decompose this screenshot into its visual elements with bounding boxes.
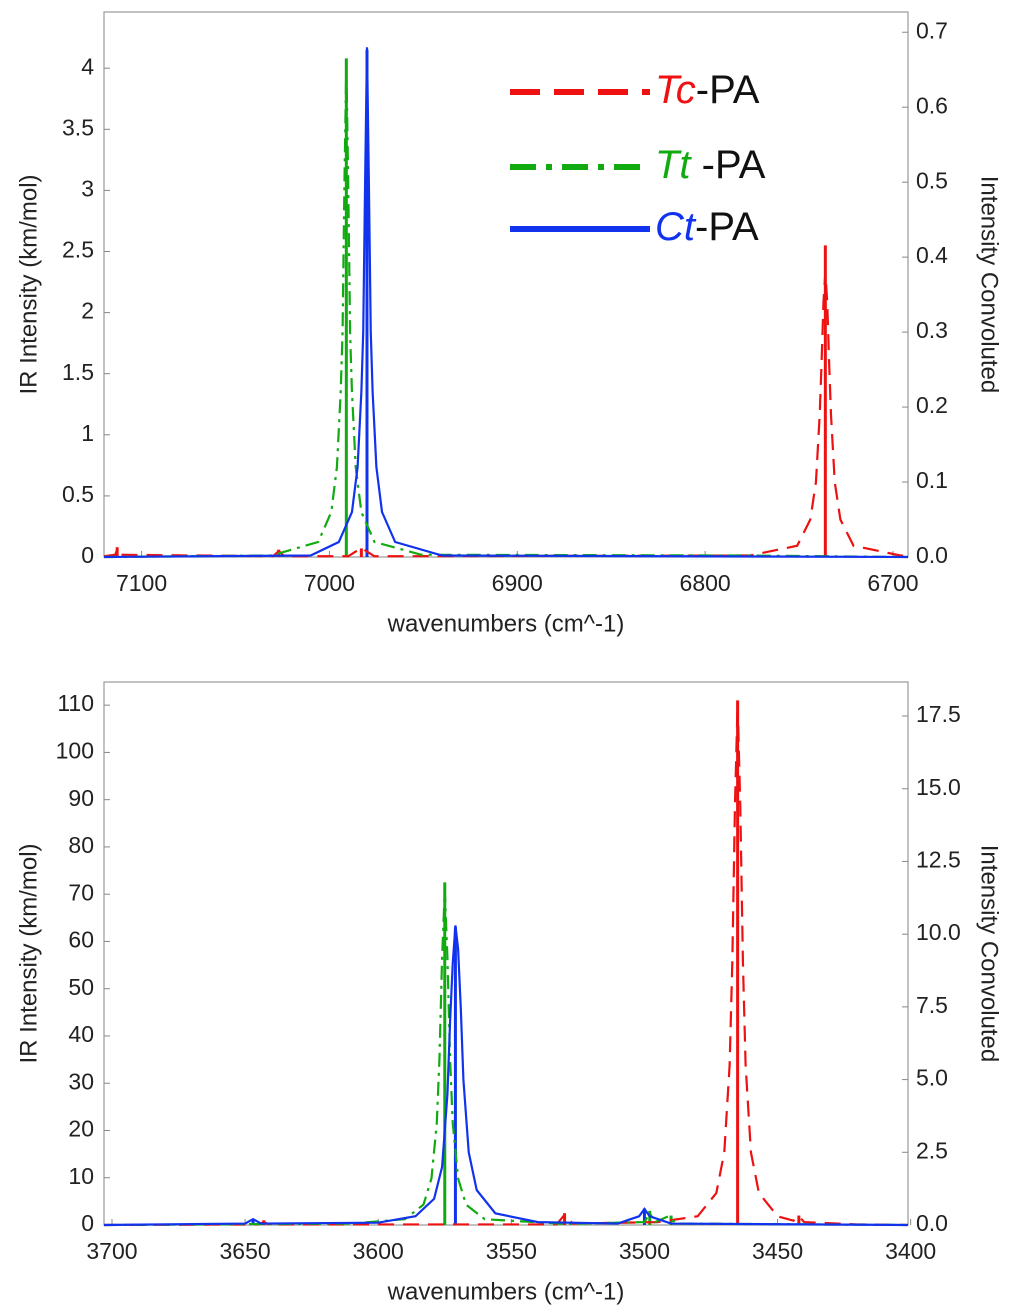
y2-tick-label: 10.0	[916, 919, 961, 945]
x-tick-label: 3500	[619, 1238, 670, 1264]
y2-axis-title: Intensity Convoluted	[976, 845, 1003, 1062]
plot-frame	[103, 681, 909, 1226]
convoluted-line	[103, 890, 909, 1227]
y-tick-label: 100	[56, 737, 94, 763]
x-tick-label: 3550	[486, 1238, 537, 1264]
y2-tick-label: 0.1	[916, 467, 948, 493]
convoluted-line	[103, 925, 909, 1227]
y-tick-label: 80	[68, 832, 94, 858]
x-tick-label: 6700	[867, 570, 918, 596]
y-tick-label: 50	[68, 974, 94, 1000]
y-tick-label: 110	[57, 690, 94, 716]
y2-tick-label: 15.0	[916, 774, 961, 800]
y-tick-label: 0.5	[62, 481, 94, 507]
y-tick-label: 1	[81, 420, 94, 446]
y2-tick-label: 0.3	[916, 317, 948, 343]
convoluted-line	[103, 272, 909, 558]
legend-label-italic: Tt	[655, 143, 702, 187]
y-tick-label: 90	[68, 785, 94, 811]
y-tick-label: 3	[81, 175, 94, 201]
y2-tick-label: 17.5	[916, 701, 961, 727]
y2-tick-label: 0.2	[916, 392, 948, 418]
convoluted-line	[103, 701, 909, 1227]
legend-label: Tt -PA	[655, 143, 766, 187]
y-tick-label: 1.5	[62, 359, 94, 385]
legend-label-italic: Tc	[655, 68, 696, 112]
plot-frame	[103, 11, 909, 558]
y-tick-label: 2.5	[62, 237, 94, 263]
y-tick-label: 3.5	[62, 114, 94, 140]
y-tick-label: 2	[81, 298, 94, 324]
y-tick-label: 60	[68, 927, 94, 953]
x-tick-label: 3400	[885, 1238, 936, 1264]
y-axis-title: IR Intensity (km/mol)	[15, 174, 42, 394]
y2-tick-label: 0.6	[916, 92, 948, 118]
y2-axis-title: Intensity Convoluted	[976, 176, 1003, 393]
y-tick-label: 0	[81, 1210, 94, 1236]
x-tick-label: 7100	[116, 570, 167, 596]
y2-tick-label: 0.0	[916, 542, 948, 568]
legend-label: Ct-PA	[655, 205, 759, 249]
y-tick-label: 30	[68, 1068, 94, 1094]
legend-label-rest: -PA	[702, 143, 766, 187]
legend-label-italic: Ct	[655, 205, 697, 249]
x-tick-label: 6900	[492, 570, 543, 596]
x-axis-title: wavenumbers (cm^-1)	[387, 1278, 625, 1305]
y-axis-title: IR Intensity (km/mol)	[15, 843, 42, 1063]
convoluted-line	[103, 47, 909, 559]
convoluted-line	[103, 62, 909, 559]
y-tick-label: 4	[81, 53, 94, 79]
y2-tick-label: 7.5	[916, 992, 948, 1018]
x-tick-label: 3600	[353, 1238, 404, 1264]
x-tick-label: 3650	[220, 1238, 271, 1264]
x-tick-label: 7000	[304, 570, 355, 596]
legend-label-rest: -PA	[696, 68, 760, 112]
y2-tick-label: 0.0	[916, 1210, 948, 1236]
x-tick-label: 6800	[680, 570, 731, 596]
y2-tick-label: 2.5	[916, 1137, 948, 1163]
y2-tick-label: 0.7	[916, 17, 948, 43]
y2-tick-label: 0.5	[916, 167, 948, 193]
y-tick-label: 70	[68, 879, 94, 905]
y-tick-label: 10	[68, 1163, 94, 1189]
y2-tick-label: 5.0	[916, 1065, 948, 1091]
y-tick-label: 40	[68, 1021, 94, 1047]
legend-label: Tc-PA	[655, 68, 760, 112]
x-tick-label: 3700	[86, 1238, 137, 1264]
legend-label-rest: -PA	[695, 205, 759, 249]
y-tick-label: 0	[81, 542, 94, 568]
y-tick-label: 20	[68, 1116, 94, 1142]
x-axis-title: wavenumbers (cm^-1)	[387, 610, 625, 637]
x-tick-label: 3450	[752, 1238, 803, 1264]
y2-tick-label: 12.5	[916, 847, 961, 873]
y2-tick-label: 0.4	[916, 242, 948, 268]
